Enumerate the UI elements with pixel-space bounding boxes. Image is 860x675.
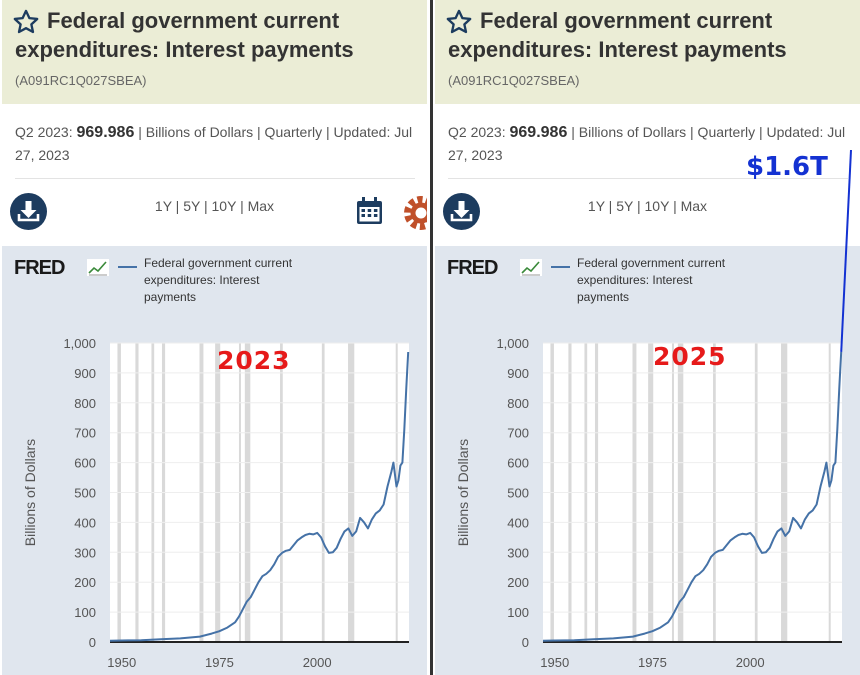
stat-value: 969.986 (509, 124, 568, 141)
fred-panel-2023: Federal government current expenditures:… (2, 0, 427, 675)
y-tick-label: 300 (507, 545, 529, 560)
y-axis-label: Billions of Dollars (455, 439, 471, 546)
x-tick-label: 1975 (638, 655, 667, 670)
x-tick-label: 1950 (107, 655, 136, 670)
y-tick-label: 600 (74, 456, 96, 471)
y-tick-label: 300 (74, 545, 96, 560)
y-tick-label: 900 (507, 366, 529, 381)
series-header: Federal government current expenditures:… (2, 0, 427, 104)
line-chart: 0 100 200 300 400 500 600 700 800 900 1,000 1950 197… (455, 336, 843, 670)
range-5y[interactable]: 5Y (183, 198, 201, 214)
y-tick-label: 200 (507, 575, 529, 590)
range-selector: 1Y | 5Y | 10Y | Max (2, 198, 427, 214)
y-tick-label: 400 (74, 515, 96, 530)
chart-area: FRED Federal government current expendit… (2, 246, 427, 675)
y-axis-label: Billions of Dollars (22, 439, 38, 546)
legend-label: Federal government current expenditures:… (144, 256, 293, 304)
y-tick-label: 1,000 (496, 336, 529, 351)
y-tick-label: 700 (507, 426, 529, 441)
y-tick-label: 400 (507, 515, 529, 530)
series-line (109, 351, 410, 642)
range-max[interactable]: Max (680, 198, 708, 214)
y-tick-label: 800 (74, 396, 96, 411)
legend-swatch (118, 266, 137, 268)
y-tick-label: 1,000 (63, 336, 96, 351)
chart-area: FRED Federal government current expendit… (435, 246, 860, 675)
y-tick-label: 500 (74, 486, 96, 501)
latest-observation: Q2 2023: 969.986 | Billions of Dollars |… (448, 121, 853, 167)
series-id: (A091RC1Q027SBEA) (15, 73, 147, 88)
overlay-callout: $1.6T (746, 152, 828, 182)
range-sep: | (236, 198, 248, 214)
series-header: Federal government current expenditures:… (435, 0, 860, 104)
series-title: Federal government current expenditures:… (15, 8, 354, 62)
range-selector: 1Y | 5Y | 10Y | Max (435, 198, 860, 214)
download-button[interactable] (443, 193, 480, 230)
y-tick-label: 500 (507, 486, 529, 501)
fred-panel-2025: Federal government current expenditures:… (435, 0, 860, 675)
x-tick-label: 2000 (736, 655, 765, 670)
range-sep: | (171, 198, 184, 214)
series-id: (A091RC1Q027SBEA) (448, 73, 580, 88)
stat-meta: | Billions of Dollars | Quarterly | Upda… (448, 124, 846, 163)
legend-label: Federal government current expenditures:… (577, 256, 726, 304)
line-chart: 0 100 200 300 400 500 600 700 800 900 1,000 1950 197… (22, 336, 410, 670)
range-1y[interactable]: 1Y (154, 198, 172, 214)
range-10y[interactable]: 10Y (644, 198, 670, 214)
y-tick-label: 0 (522, 635, 529, 650)
y-tick-label: 700 (74, 426, 96, 441)
separator (448, 178, 848, 179)
download-icon (17, 201, 40, 222)
download-icon (450, 201, 473, 222)
download-button[interactable] (10, 193, 47, 230)
stat-meta: | Billions of Dollars | Quarterly | Upda… (15, 124, 413, 163)
fred-logo: FRED (447, 257, 498, 279)
separator (15, 178, 415, 179)
stat-period: Q2 2023: (15, 124, 73, 140)
range-sep: | (669, 198, 681, 214)
latest-observation: Q2 2023: 969.986 | Billions of Dollars |… (15, 121, 420, 167)
range-sep: | (633, 198, 645, 214)
gear-icon[interactable] (401, 193, 427, 233)
overlay-year: 2025 (653, 342, 727, 371)
range-1y[interactable]: 1Y (587, 198, 605, 214)
x-tick-label: 1950 (540, 655, 569, 670)
fred-graph-icon (87, 259, 109, 276)
range-sep: | (200, 198, 212, 214)
range-sep: | (604, 198, 617, 214)
series-line (542, 351, 843, 642)
range-5y[interactable]: 5Y (616, 198, 634, 214)
y-tick-label: 100 (74, 605, 96, 620)
star-icon[interactable] (445, 8, 473, 36)
y-tick-label: 800 (507, 396, 529, 411)
series-title: Federal government current expenditures:… (448, 8, 787, 62)
y-tick-label: 900 (74, 366, 96, 381)
stat-value: 969.986 (76, 124, 135, 141)
y-tick-label: 100 (507, 605, 529, 620)
fred-logo: FRED (14, 257, 65, 279)
y-tick-label: 0 (89, 635, 96, 650)
range-10y[interactable]: 10Y (211, 198, 237, 214)
fred-graph-icon (520, 259, 542, 276)
x-tick-label: 1975 (205, 655, 234, 670)
y-tick-label: 600 (507, 456, 529, 471)
y-tick-label: 200 (74, 575, 96, 590)
star-icon[interactable] (12, 8, 40, 36)
overlay-year: 2023 (217, 346, 291, 375)
legend-swatch (551, 266, 570, 268)
calendar-icon[interactable] (356, 197, 383, 225)
stat-period: Q2 2023: (448, 124, 506, 140)
range-max[interactable]: Max (247, 198, 275, 214)
x-tick-label: 2000 (303, 655, 332, 670)
panel-divider (430, 0, 433, 675)
